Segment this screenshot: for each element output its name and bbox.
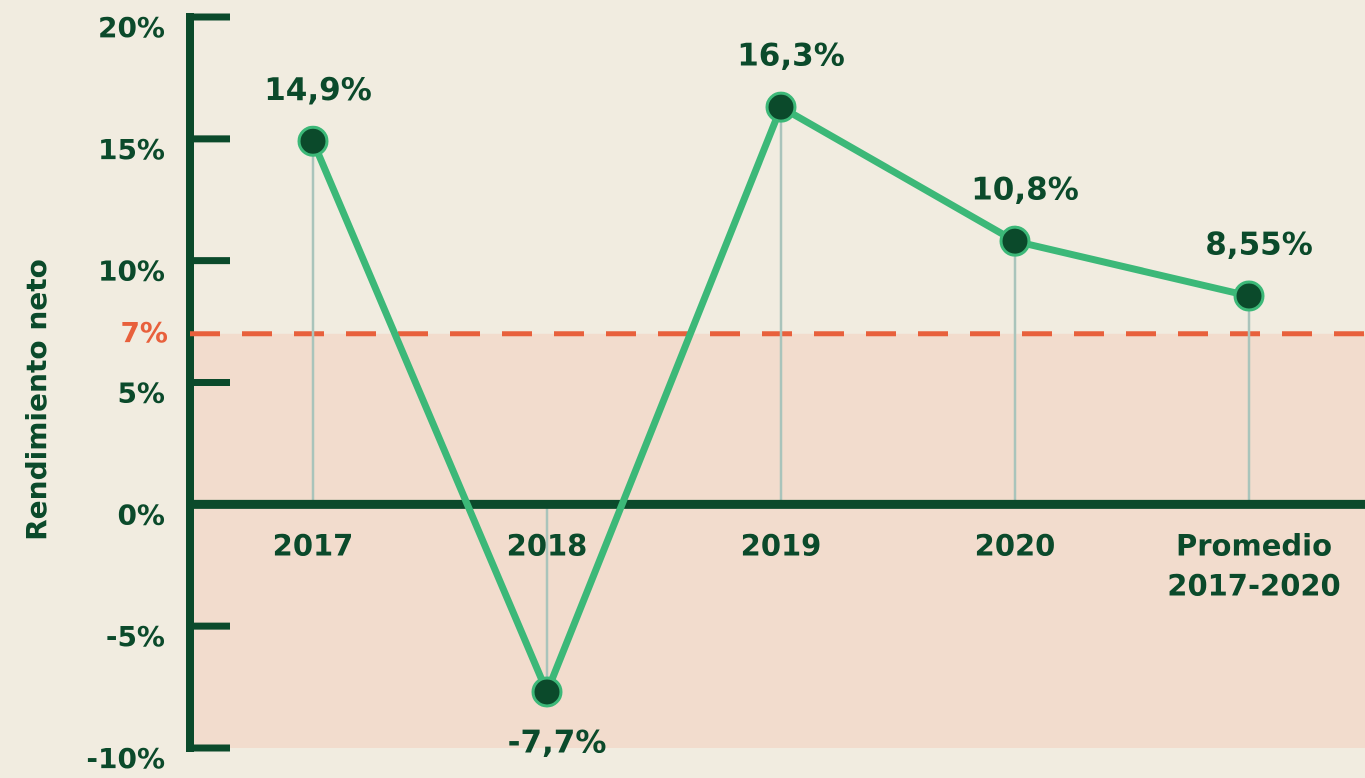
value-label: 16,3% — [737, 38, 845, 74]
y-tick-label: -5% — [106, 620, 165, 653]
reference-band — [190, 333, 1365, 748]
y-tick-label: 20% — [98, 11, 165, 44]
marker — [531, 676, 563, 708]
value-label: 8,55% — [1205, 226, 1313, 262]
value-label: 10,8% — [971, 172, 1079, 208]
y-axis-title: Rendimiento neto — [20, 259, 53, 541]
value-label: 14,9% — [264, 72, 372, 108]
x-tick-label: 2020 — [975, 528, 1056, 562]
x-tick-label: 2019 — [741, 528, 822, 562]
value-label: -7,7% — [508, 724, 607, 760]
marker — [999, 225, 1031, 257]
y-tick-label: 10% — [98, 255, 165, 288]
x-tick-label: 2018 — [507, 528, 588, 562]
marker — [1233, 280, 1265, 312]
y-tick-label: 5% — [117, 377, 165, 410]
reference-label: 7% — [120, 316, 168, 349]
y-tick-label: 15% — [98, 133, 165, 166]
x-tick-label: 2017 — [273, 528, 354, 562]
y-tick-label: -10% — [86, 742, 165, 775]
marker — [297, 125, 329, 157]
x-tick-label: Promedio 2017-2020 — [1167, 528, 1340, 602]
marker — [765, 91, 797, 123]
y-tick-label: 0% — [117, 498, 165, 531]
